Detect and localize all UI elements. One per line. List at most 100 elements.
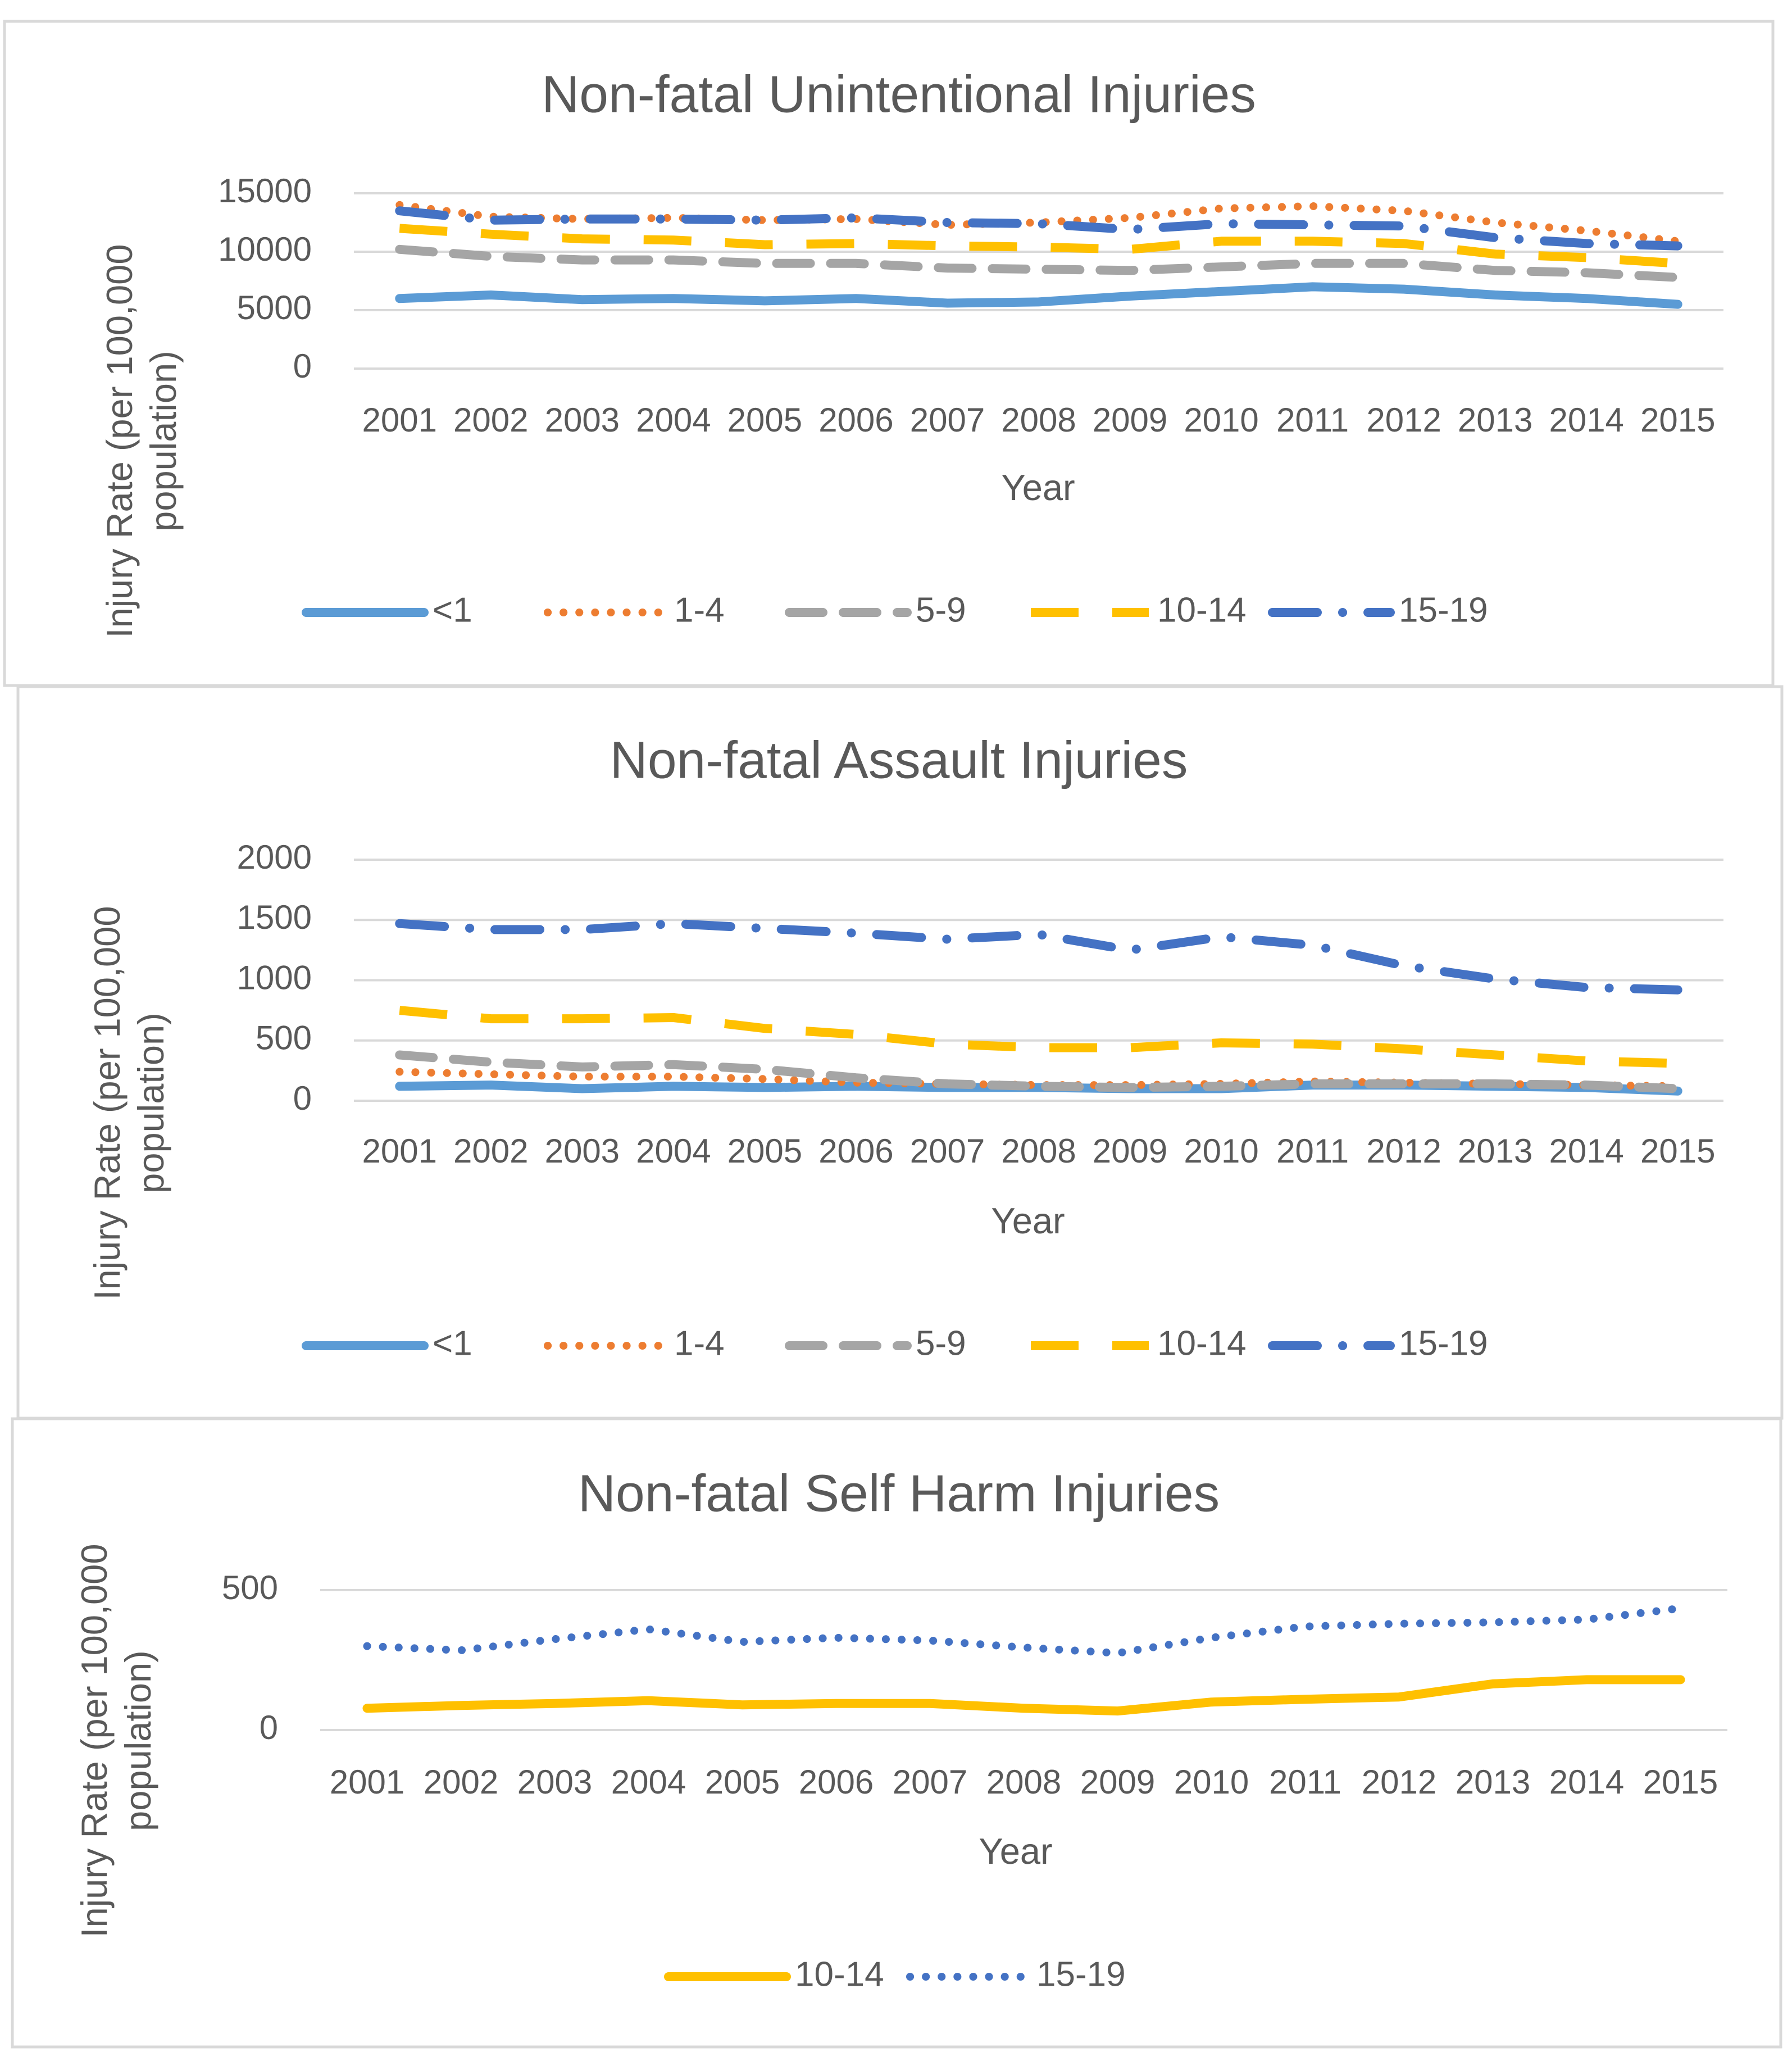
- y-tick-label: 500: [256, 1019, 312, 1057]
- legend-label: 5-9: [916, 1324, 966, 1363]
- legend-item: 15-19: [1268, 591, 1488, 629]
- x-tick-label: 2005: [705, 1763, 780, 1801]
- x-tick-label: 2007: [910, 1132, 985, 1170]
- legend-item: 1-4: [544, 591, 725, 629]
- x-tick-label: 2006: [799, 1763, 874, 1801]
- x-tick-label: 2001: [362, 1132, 437, 1170]
- x-tick-label: 2006: [818, 401, 893, 439]
- y-tick-label: 0: [293, 1079, 312, 1117]
- x-tick-label: 2009: [1093, 401, 1167, 439]
- y-tick-label: 1000: [237, 959, 312, 996]
- y-tick-label: 2000: [237, 838, 312, 876]
- x-tick-label: 2012: [1362, 1763, 1436, 1801]
- x-tick-label: 2012: [1366, 401, 1441, 439]
- x-tick-label: 2013: [1458, 1132, 1532, 1170]
- legend-label: 10-14: [1157, 591, 1247, 629]
- legend-label: 10-14: [1157, 1324, 1247, 1363]
- x-tick-label: 2015: [1643, 1763, 1718, 1801]
- x-tick-label: 2001: [362, 401, 437, 439]
- x-tick-label: 2011: [1276, 401, 1349, 439]
- chart-3: Non-fatal Self Harm Injuries 0 500 2001 2002…: [11, 1417, 1782, 2049]
- y-tick-label: 0: [293, 347, 312, 385]
- x-tick-label: 2003: [545, 401, 620, 439]
- chart-title: Non-fatal Self Harm Injuries: [578, 1464, 1220, 1523]
- x-tick-label: 2004: [636, 1132, 711, 1170]
- x-tick-label: 2007: [893, 1763, 967, 1801]
- series-line-<1: [395, 1081, 1682, 1096]
- chart-frame: [3, 20, 1775, 687]
- x-axis-title: Year: [991, 1200, 1065, 1241]
- x-tick-label: 2001: [330, 1763, 404, 1801]
- x-tick-label: 2004: [636, 401, 711, 439]
- x-tick-label: 2005: [727, 401, 802, 439]
- x-tick-label: 2008: [1001, 401, 1076, 439]
- series-line-5-9: [395, 1050, 1682, 1093]
- x-tick-label: 2003: [517, 1763, 592, 1801]
- x-tick-label: 2014: [1549, 401, 1623, 439]
- y-axis-title: Injury Rate (per 100,000population): [99, 244, 184, 638]
- x-axis-title: Year: [979, 1831, 1052, 1872]
- x-tick-label: 2012: [1366, 1132, 1441, 1170]
- chart-title: Non-fatal Assault Injuries: [610, 731, 1188, 789]
- legend-item: 15-19: [1268, 1324, 1488, 1363]
- y-tick-label: 10000: [218, 230, 312, 268]
- series-line-10-14: [362, 1675, 1685, 1716]
- legend-item: 10-14: [1031, 591, 1247, 629]
- legend-label: 1-4: [674, 1324, 725, 1363]
- legend-item: <1: [302, 1324, 472, 1363]
- legend-label: 15-19: [1036, 1955, 1126, 1994]
- legend-item: 5-9: [785, 1324, 966, 1363]
- x-tick-label: 2010: [1174, 1763, 1249, 1801]
- y-axis-title: Injury Rate (per 100,000population): [87, 906, 171, 1300]
- x-tick-label: 2015: [1640, 401, 1715, 439]
- chart-1: Non-fatal Unintentional Injuries 0 5000 100…: [3, 20, 1775, 687]
- legend-label: 15-19: [1399, 1324, 1488, 1363]
- legend-label: <1: [433, 1324, 472, 1363]
- x-tick-label: 2015: [1640, 1132, 1715, 1170]
- y-tick-label: 5000: [237, 289, 312, 326]
- x-tick-label: 2002: [453, 401, 528, 439]
- legend-label: 15-19: [1399, 591, 1488, 629]
- x-tick-label: 2008: [986, 1763, 1061, 1801]
- legend-item: 15-19: [906, 1955, 1126, 1994]
- x-tick-label: 2008: [1001, 1132, 1076, 1170]
- chart-2: Non-fatal Assault Injuries 0 500 1000 1500 20…: [16, 685, 1784, 1420]
- legend-label: 1-4: [674, 591, 725, 629]
- x-tick-label: 2007: [910, 401, 985, 439]
- x-tick-label: 2006: [818, 1132, 893, 1170]
- series-line-15-19: [395, 206, 1682, 251]
- x-tick-label: 2002: [453, 1132, 528, 1170]
- x-tick-label: 2010: [1184, 401, 1258, 439]
- x-tick-label: 2009: [1080, 1763, 1155, 1801]
- x-tick-label: 2013: [1456, 1763, 1530, 1801]
- y-tick-label: 15000: [218, 172, 312, 210]
- series-line-15-19: [363, 1604, 1685, 1658]
- chart-frame: [11, 1417, 1782, 2049]
- legend-item: 5-9: [785, 591, 966, 629]
- x-axis-title: Year: [1001, 467, 1075, 508]
- x-tick-label: 2013: [1458, 401, 1532, 439]
- x-tick-label: 2009: [1093, 1132, 1167, 1170]
- series-line-5-9: [395, 244, 1682, 282]
- series-line-<1: [395, 282, 1682, 309]
- y-tick-label: 0: [260, 1709, 278, 1746]
- x-tick-label: 2003: [545, 1132, 620, 1170]
- legend-item: 10-14: [664, 1955, 884, 1994]
- x-tick-label: 2011: [1276, 1132, 1349, 1170]
- legend-label: 10-14: [795, 1955, 884, 1994]
- legend-label: <1: [433, 591, 472, 629]
- y-tick-label: 500: [222, 1569, 278, 1606]
- x-tick-label: 2014: [1549, 1763, 1624, 1801]
- x-tick-label: 2002: [424, 1763, 498, 1801]
- x-tick-label: 2005: [727, 1132, 802, 1170]
- x-tick-label: 2011: [1269, 1763, 1341, 1801]
- legend-item: 1-4: [544, 1324, 725, 1363]
- y-tick-label: 1500: [237, 898, 312, 936]
- y-axis-title: Injury Rate (per 100,000population): [74, 1544, 158, 1938]
- series-line-10-14: [399, 1006, 1678, 1068]
- legend-item: <1: [302, 591, 472, 629]
- x-tick-label: 2014: [1549, 1132, 1623, 1170]
- x-tick-label: 2010: [1184, 1132, 1258, 1170]
- legend-item: 10-14: [1031, 1324, 1247, 1363]
